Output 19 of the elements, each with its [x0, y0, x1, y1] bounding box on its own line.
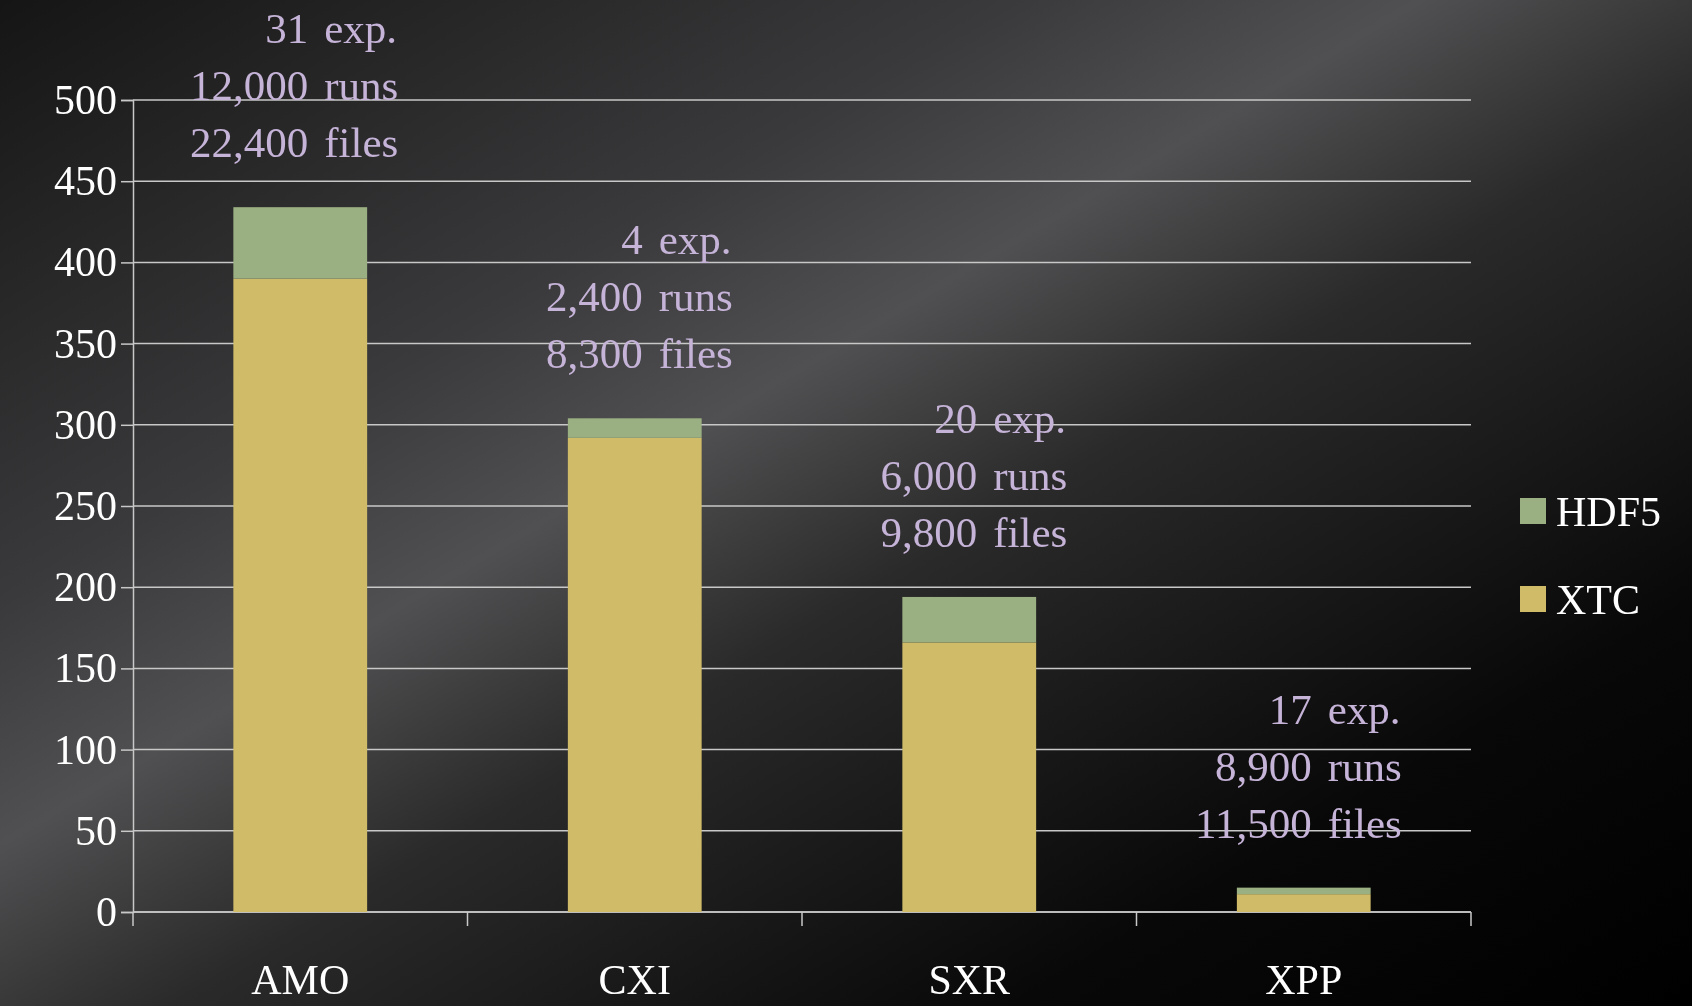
y-tick-label: 300: [54, 401, 117, 448]
legend-label: XTC: [1556, 577, 1640, 623]
y-tick-label: 400: [54, 239, 117, 286]
y-tick-label: 200: [54, 564, 117, 611]
annotation: 4 exp. 2,400 runs 8,300 files: [546, 216, 733, 378]
y-tick-label: 350: [54, 320, 117, 367]
y-tick-label: 450: [54, 158, 117, 205]
y-tick-label: 150: [54, 645, 117, 692]
x-tick-label: CXI: [598, 957, 671, 1003]
y-tick-label: 100: [54, 726, 117, 773]
y-tick-label: 0: [96, 888, 117, 935]
x-tick-label: XPP: [1265, 957, 1343, 1003]
y-tick-label: 250: [54, 482, 117, 529]
x-tick-label: SXR: [928, 957, 1011, 1003]
y-tick-label: 500: [54, 76, 117, 123]
y-tick-label: 50: [75, 807, 117, 854]
x-tick-label: AMO: [251, 957, 350, 1003]
legend-label: HDF5: [1556, 489, 1662, 535]
annotation: 31 exp. 12,000 runs 22,400 files: [190, 5, 399, 167]
